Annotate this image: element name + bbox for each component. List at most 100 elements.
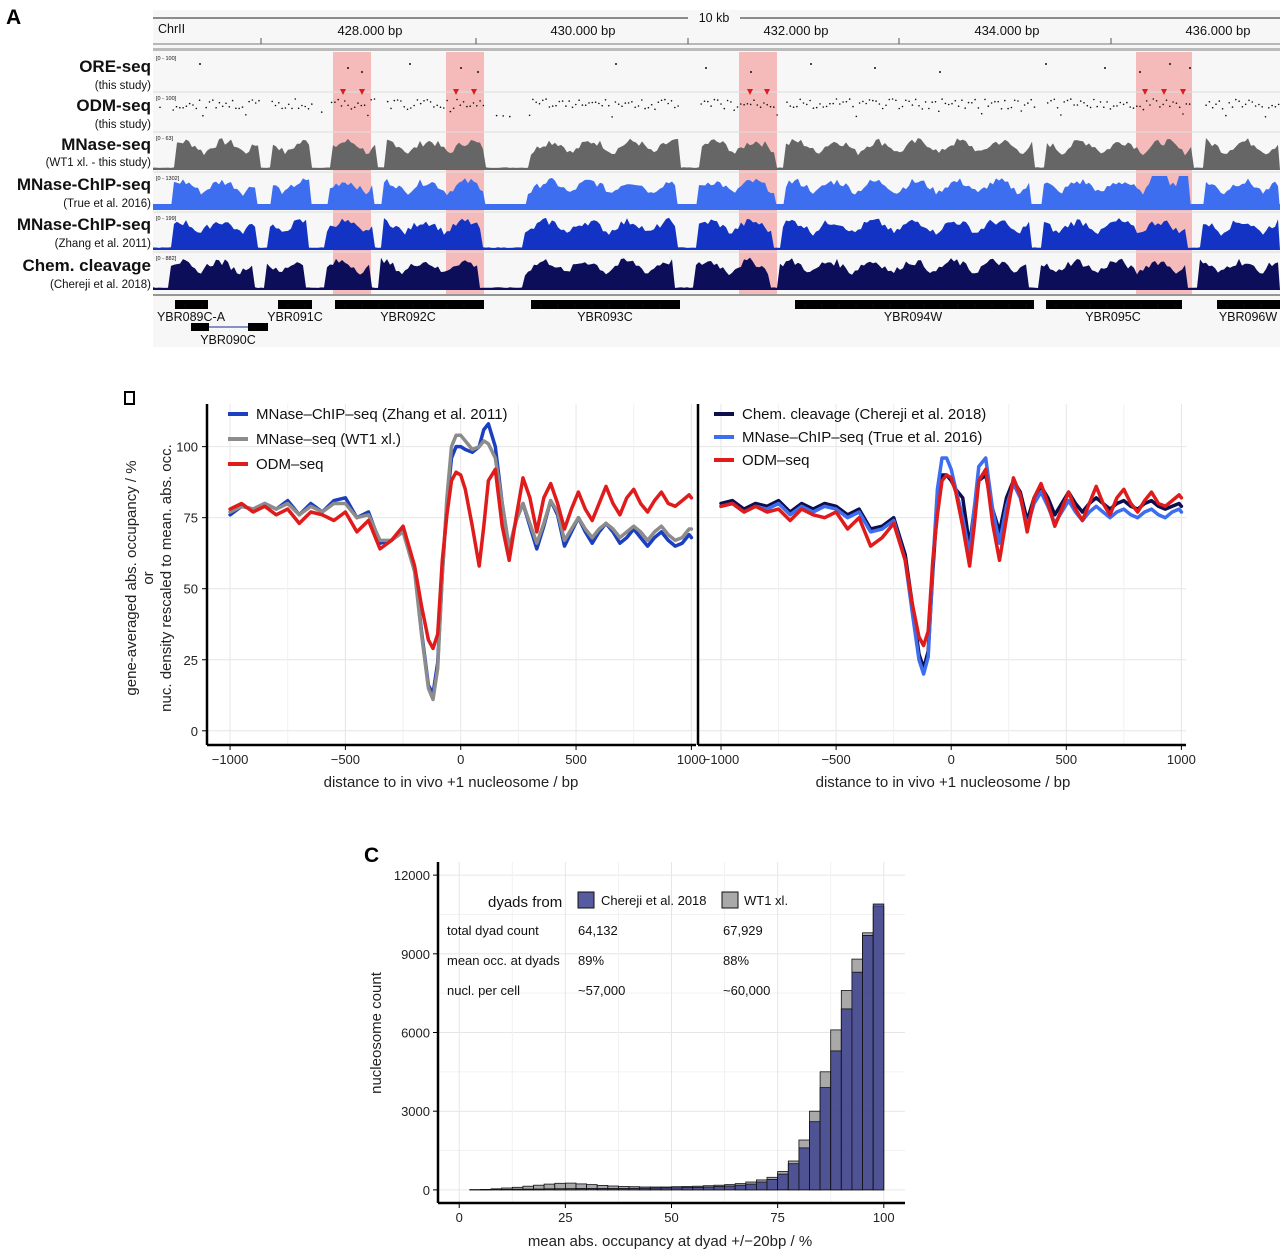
track-dot [307,108,310,110]
track-dot [1218,100,1221,102]
histogram-bar [511,1188,524,1191]
track-dot [344,100,346,102]
track-dot [615,63,617,65]
marker-triangle [471,89,477,95]
track-dot [1228,102,1230,104]
table-cell: 89% [578,953,604,968]
track-dot [961,99,963,101]
track-dot [746,103,749,105]
track-dot [456,98,458,101]
track-dot [627,102,630,104]
track-dot [1244,103,1247,106]
x-tick-label: 0 [456,1210,463,1225]
track-dot [361,71,363,73]
track-dot [750,71,752,73]
track-dot [472,102,475,104]
scale-label-bg [688,11,740,25]
y-tick-label: 75 [184,511,198,526]
track-dot [462,101,465,103]
track-dot [245,114,247,116]
track-dot [637,105,640,107]
track-dot [1165,99,1168,101]
track-dot [1109,108,1112,110]
track-dot [218,101,221,104]
track-dot [330,101,333,104]
histogram-bar [554,1188,566,1191]
track-dot [594,101,597,103]
histogram-bar [872,903,885,1191]
track-dot [1086,104,1089,107]
strand-arrow: › [821,301,824,310]
track-dot [990,102,993,104]
track-dot [254,102,257,104]
track-dot [1188,103,1191,105]
track-dot [749,103,752,106]
track-dot [482,104,485,107]
track-dot [1096,105,1098,108]
track-dot [621,105,623,107]
track-dot [548,106,551,108]
track-dot [1152,98,1155,100]
histogram-bar [713,1186,726,1191]
track-dot [202,114,204,117]
track-dot [281,107,283,110]
track-dot [350,108,353,110]
track-dot [446,99,448,102]
track-dot [591,101,594,104]
track-dot [874,67,876,69]
track-dot [878,103,881,105]
track-dot [1241,106,1244,108]
track-dot [743,103,745,106]
track-range: [0 - 1302] [156,176,180,182]
track-dot [888,98,891,101]
track-dot [908,100,910,103]
track-dot [373,98,376,100]
track-dot [865,102,867,105]
panel-a-label: A [6,6,21,29]
track-dot [1013,99,1016,102]
track-dot [406,108,409,111]
highlight-region [333,52,371,294]
track-dot [1149,104,1151,106]
track-dot [347,104,349,107]
track-dot [370,99,373,101]
track-dot [1073,104,1075,106]
y-tick-label: 100 [176,440,198,455]
track-dot [1103,106,1105,108]
coordinate-label: 430.000 bp [550,23,615,38]
table-cell: 64,132 [578,923,618,938]
histogram-bar [681,1187,694,1191]
strand-arrow: ‹ [184,301,187,310]
track-dot [736,106,739,108]
strand-arrow: ‹ [287,301,290,310]
track-dot [789,105,792,107]
track-dot [1274,106,1277,108]
track-signal [153,138,1280,170]
track-dot [469,105,472,107]
track-dot [221,105,224,108]
track-dot [670,100,673,102]
track-dot [225,102,227,105]
track-dot [1053,98,1056,101]
track-dot [825,105,828,108]
track-dot [733,109,735,111]
track-dot [654,108,656,111]
track-dot [555,104,557,107]
legend-left: MNase–ChIP–seq (Zhang et al. 2011) MNase… [228,406,508,473]
track-dot [439,106,442,108]
track-dot [561,100,564,102]
strand-arrow: ‹ [659,301,662,310]
track-dot [1136,105,1138,107]
track-dot [868,99,871,101]
track-dot [188,102,191,105]
track-dot [644,107,646,110]
track-dot [994,100,996,103]
track-dot [723,107,726,110]
track-dot [944,102,947,105]
track-dot [271,100,274,103]
track-dot [631,101,633,103]
track-dot [872,99,874,102]
track-range: [0 - 63] [156,136,174,142]
track-dot [967,101,970,104]
histogram-bar [533,1188,545,1191]
